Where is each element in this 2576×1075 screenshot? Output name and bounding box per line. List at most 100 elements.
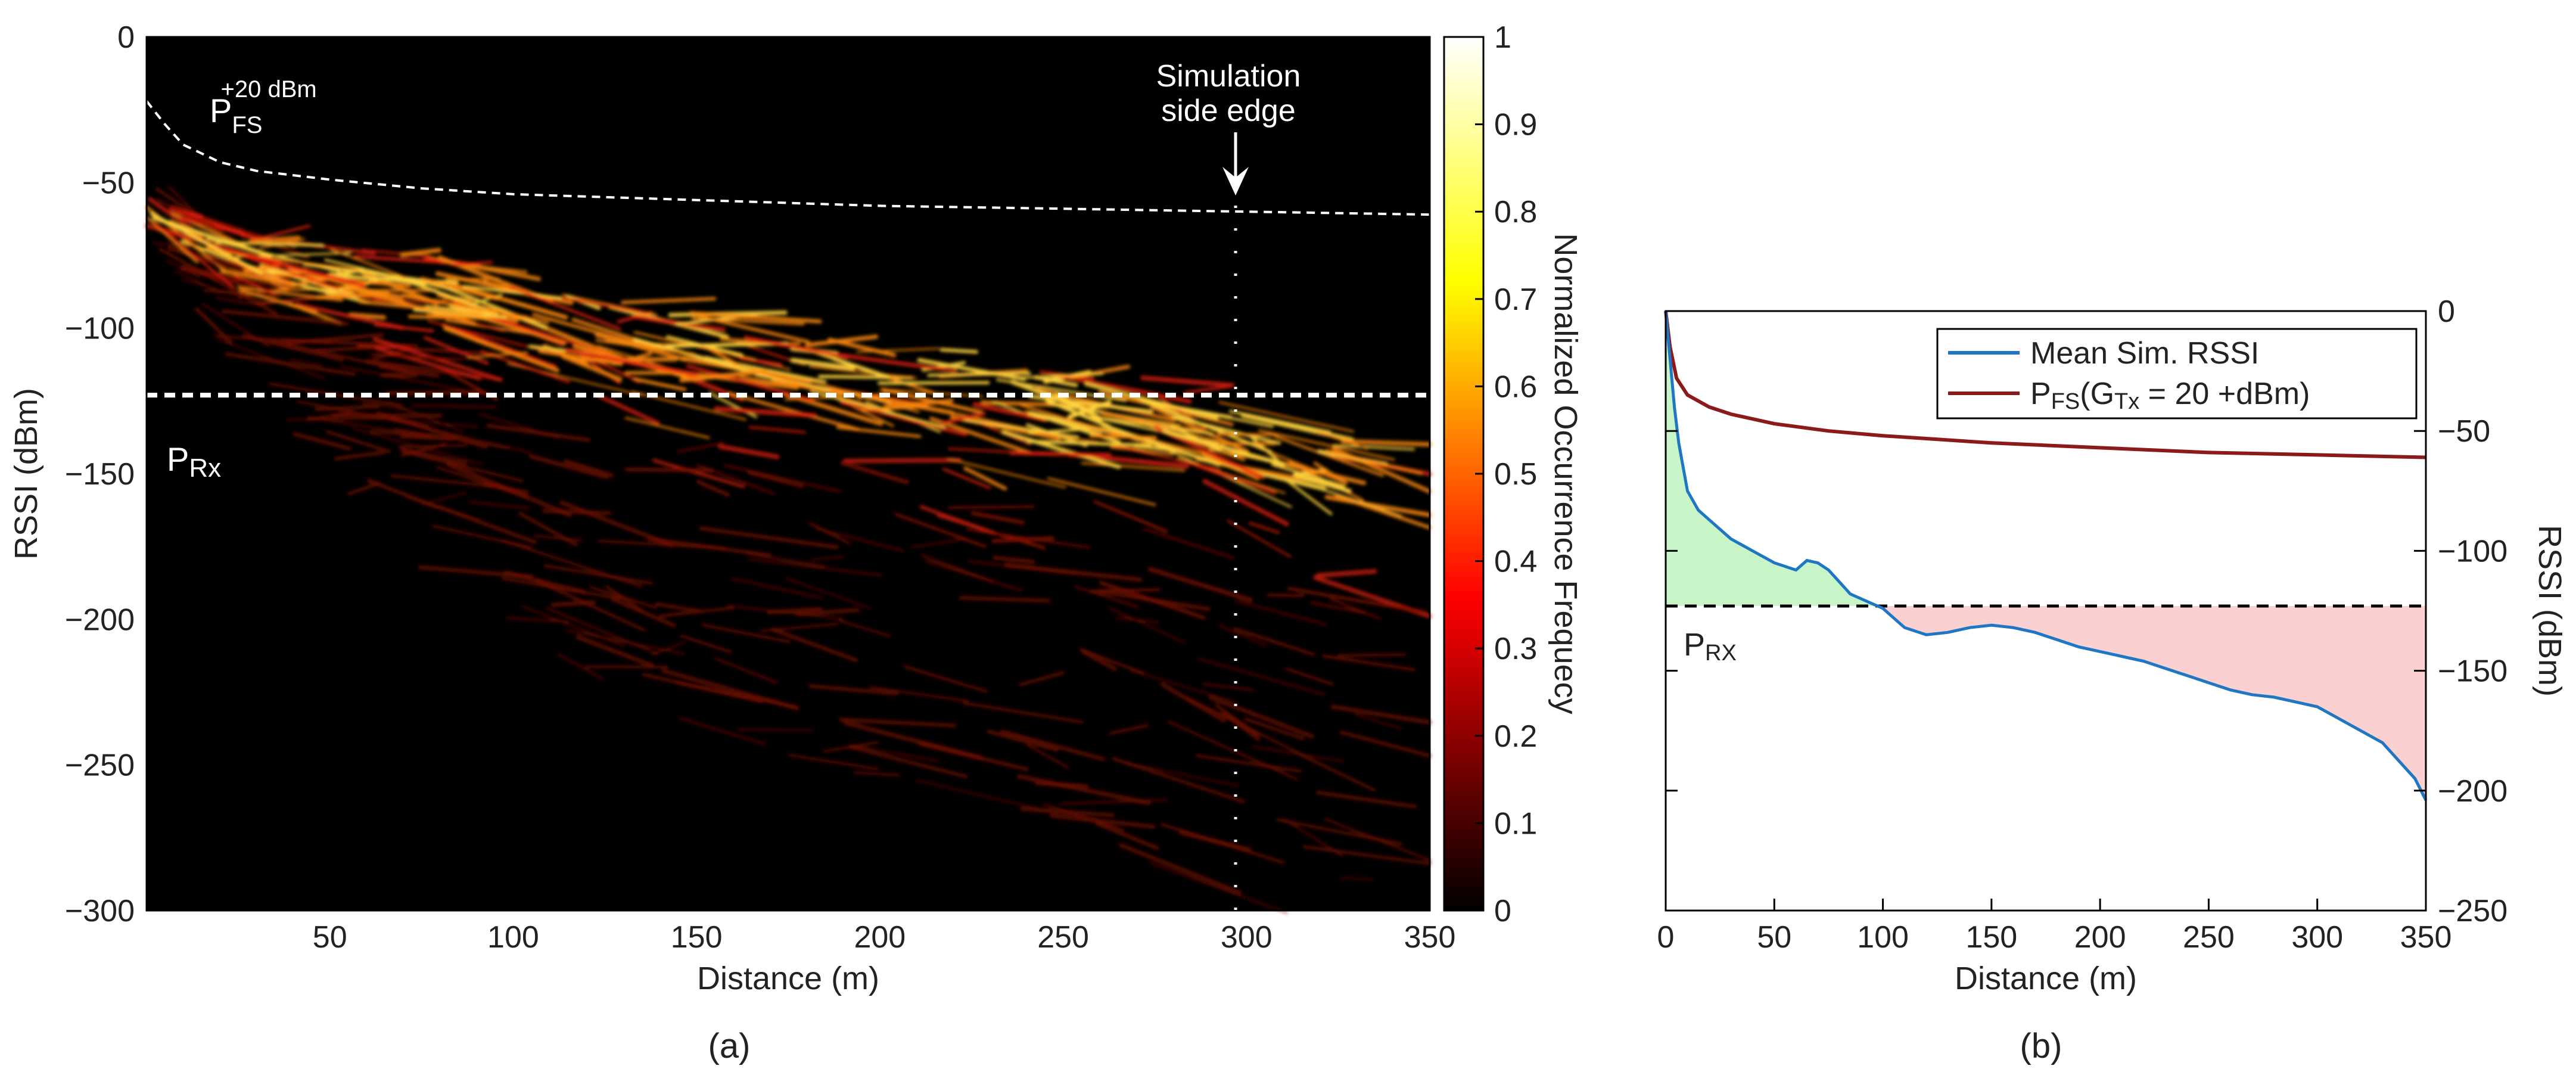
density-streak [1325,449,1423,476]
line-plot-frame [1665,310,2427,912]
density-streak [1330,704,1432,725]
density-streak [633,337,761,376]
density-streak [347,481,381,496]
density-streak [293,431,351,451]
density-streak [1001,430,1121,469]
density-streak [808,521,851,545]
density-streak [665,335,743,356]
density-streak [1284,478,1333,515]
x-tick-label: 150 [1965,920,2017,955]
density-streak [1267,594,1305,598]
y-tick-label: −50 [2438,414,2490,449]
heatmap-x-axis-label: Distance (m) [697,961,879,996]
density-streak [1067,400,1112,420]
density-streak [501,577,621,601]
density-streak [1109,723,1149,735]
heatmap-x-ticks: 50 100 150 200 250 300 350 [313,897,1456,955]
density-streak [1202,479,1289,527]
density-streak [894,512,987,548]
density-streak [316,291,390,300]
density-streak [916,779,1054,813]
y-tick-label: −200 [65,602,135,637]
density-streak [431,524,533,549]
density-streak [443,326,560,373]
density-streak [1035,431,1147,452]
density-streak [882,398,954,409]
density-streak [1074,585,1140,608]
colorbar-tick-label: 0.7 [1494,282,1537,317]
density-streak [963,466,1007,490]
density-streak [1009,450,1112,457]
legend-label-pfs: PFS(GTx = 20 +dBm) [2030,377,2310,414]
heatmap-curves [145,100,1430,398]
density-streak [528,454,609,480]
density-streak [917,741,1029,772]
density-streak [221,309,349,326]
x-tick-label: 50 [1757,920,1791,955]
density-streak [714,657,779,684]
density-streak [329,248,407,279]
density-streak [808,683,899,696]
density-streak [151,242,194,248]
density-streak [1324,818,1432,862]
x-tick-label: 200 [854,920,906,955]
density-streak [727,604,844,620]
density-streak [869,686,969,703]
density-streak [1019,807,1115,818]
density-streak [701,623,791,644]
density-streak [239,288,318,314]
x-tick-label: 300 [1221,920,1273,955]
density-streak [654,602,701,613]
density-streak [545,607,659,655]
density-streak [1167,720,1299,781]
density-streak [747,471,804,489]
density-streak [1026,743,1070,769]
density-streak [1093,440,1221,471]
density-streak [1139,398,1273,453]
density-streak [258,224,311,240]
density-streak [1112,757,1246,804]
density-streak [535,579,646,632]
density-streak [1019,403,1125,437]
density-streak [295,302,405,330]
y-tick-label: 0 [117,20,135,55]
density-streak [633,377,687,392]
density-streak [314,404,381,412]
density-streak [423,335,489,365]
panel-a-label: (a) [708,1027,751,1065]
density-streak [879,388,984,397]
colorbar-tick-label: 0.9 [1494,108,1537,142]
density-streak [575,635,654,668]
density-streak [220,268,294,287]
density-streak [1081,462,1186,472]
density-streak [1299,753,1376,792]
density-streak [831,356,890,379]
density-streak [1189,461,1277,495]
density-streak [929,417,1031,455]
y-tick-label: −300 [65,894,135,928]
density-streak [1197,657,1326,696]
x-tick-label: 350 [1404,920,1456,955]
density-streak [727,392,860,431]
density-streak [678,717,766,745]
density-streak [1228,409,1331,434]
density-streak [174,270,216,291]
density-streak [848,744,939,762]
x-tick-label: 200 [2074,920,2126,955]
density-streak [1340,439,1432,447]
density-streak [1016,773,1151,806]
y-tick-label: −100 [2438,534,2507,568]
density-streak [665,341,789,348]
density-streak [731,577,823,599]
density-streak [1244,717,1305,741]
density-streak [1335,494,1432,530]
density-streak [542,508,612,515]
density-streak [334,450,385,461]
density-streak [1221,711,1261,741]
density-streak [1234,599,1327,626]
density-streak [611,597,676,628]
density-streak [153,221,235,289]
line-panel: 0 50 100 150 200 250 300 350 0 −50 −100 −150 −200 −2… [1657,294,2568,1065]
density-streak [217,338,325,380]
colorbar-ticks: 0 0.1 0.2 0.3 0.4 0.5 0.6 0.7 0.8 0.9 1 [1475,20,1537,928]
